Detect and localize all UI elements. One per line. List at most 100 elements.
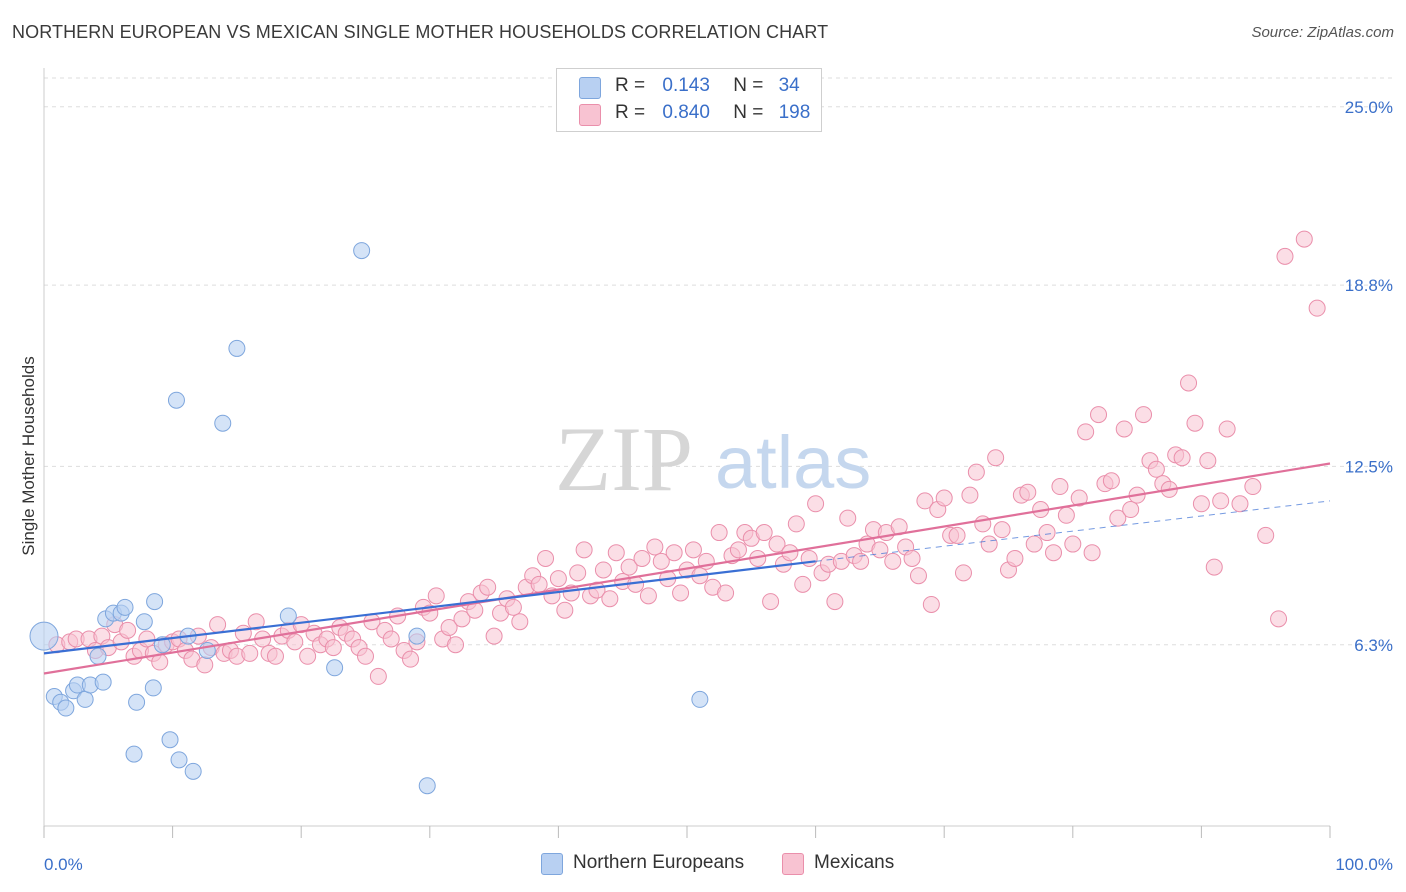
y-tick-label: 18.8% [1345, 276, 1393, 295]
northern-europeans-point [94, 673, 112, 691]
legend-r-value: 0.840 [662, 102, 710, 123]
northern-europeans-point [418, 777, 436, 795]
x-tick-label: 0.0% [44, 855, 83, 874]
legend-n-label: N = [733, 75, 764, 96]
trend-lines [43, 462, 1331, 675]
mexicans-point [530, 575, 548, 593]
mexicans-point [993, 521, 1011, 539]
grid-lines [44, 77, 1396, 646]
mexicans-point [1186, 414, 1204, 432]
mexicans-point [665, 544, 683, 562]
mexicans-point [138, 630, 156, 648]
mexicans-point [549, 570, 567, 588]
mexicans-point [1199, 452, 1217, 470]
axes [43, 68, 1331, 838]
mexicans-point [1051, 478, 1069, 496]
mexicans-point [440, 618, 458, 636]
northern-europeans-point [279, 607, 297, 625]
mexicans-point [1122, 501, 1140, 519]
mexicans-point [652, 552, 670, 570]
northern-europeans-point [29, 621, 59, 651]
y-tick-label: 25.0% [1345, 98, 1393, 117]
mexicans-point [1212, 492, 1230, 510]
legend-r-label: R = [615, 102, 646, 123]
mexicans-point [672, 584, 690, 602]
mexicans-point [1070, 489, 1088, 507]
legend-r-label: R = [615, 75, 646, 96]
mexicans-point [762, 593, 780, 611]
northern-europeans-point [89, 647, 107, 665]
mexicans-point [1025, 535, 1043, 553]
bottom-legend-label: Northern Europeans [573, 852, 745, 873]
mexicans-point [427, 587, 445, 605]
mexicans-point [537, 549, 555, 567]
mexicans-point [196, 656, 214, 674]
mexicans-point [967, 463, 985, 481]
northern-europeans-point [184, 762, 202, 780]
watermark-zip: ZIP [555, 408, 693, 510]
mexicans-point [884, 552, 902, 570]
mexicans-point [607, 544, 625, 562]
mexicans-point [453, 610, 471, 628]
y-tick-labels: 6.3% 12.5% 18.8% 25.0% [1345, 98, 1393, 655]
mexicans-point [922, 595, 940, 613]
x-tick-labels: 0.0% 100.0% [44, 855, 1393, 874]
northern-europeans-point [128, 693, 146, 711]
mexicans-point [402, 650, 420, 668]
mexicans-point [1006, 549, 1024, 567]
mexicans-point [247, 613, 265, 631]
northern-europeans-points [29, 242, 709, 795]
mexicans-point [1270, 610, 1288, 628]
mexicans-point [1244, 478, 1262, 496]
mexicans-point [826, 593, 844, 611]
mexicans-point [807, 495, 825, 513]
legend-r-value: 0.143 [662, 75, 710, 96]
mexicans-point [1180, 374, 1198, 392]
northern-europeans-point [135, 613, 153, 631]
northern-europeans-point [408, 627, 426, 645]
mexicans-trend-line [43, 462, 1331, 675]
mexicans-point [852, 552, 870, 570]
legend-n-value: 198 [778, 102, 811, 123]
legend-n-value: 34 [778, 75, 800, 96]
mexicans-point [639, 587, 657, 605]
mexicans-point [1295, 230, 1313, 248]
northern-europeans-point [76, 690, 94, 708]
northern-europeans-trend-extension [815, 500, 1331, 562]
mexicans-point [1090, 406, 1108, 424]
northern-europeans-point [144, 679, 162, 697]
mexicans-point [1064, 535, 1082, 553]
mexicans-point [324, 639, 342, 657]
mexicans-point [1102, 472, 1120, 490]
mexicans-point [787, 515, 805, 533]
mexicans-point [266, 647, 284, 665]
northern-europeans-point [125, 745, 143, 763]
legend-n-label: N = [733, 102, 764, 123]
watermark-atlas: atlas [715, 421, 871, 504]
mexicans-point [916, 492, 934, 510]
mexicans-point [794, 575, 812, 593]
mexicans-point [1077, 423, 1095, 441]
legend-swatch-blue [579, 77, 601, 99]
mexicans-point [839, 509, 857, 527]
mexicans-point [909, 567, 927, 585]
northern-europeans-point [57, 699, 75, 717]
mexicans-point [729, 541, 747, 559]
mexicans-point [1231, 495, 1249, 513]
northern-europeans-point [167, 391, 185, 409]
northern-europeans-point [353, 242, 371, 260]
mexicans-point [987, 449, 1005, 467]
mexicans-point [234, 624, 252, 642]
mexicans-point [633, 549, 651, 567]
mexicans-point [286, 633, 304, 651]
legend: R = 0.143 N = 34 R = 0.840 N = 198 [556, 68, 822, 132]
northern-europeans-point [214, 414, 232, 432]
northern-europeans-point [326, 659, 344, 677]
mexicans-point [1115, 420, 1133, 438]
mexicans-point [768, 535, 786, 553]
mexicans-point [569, 564, 587, 582]
mexicans-point [871, 541, 889, 559]
mexicans-point [594, 561, 612, 579]
mexicans-point [601, 590, 619, 608]
